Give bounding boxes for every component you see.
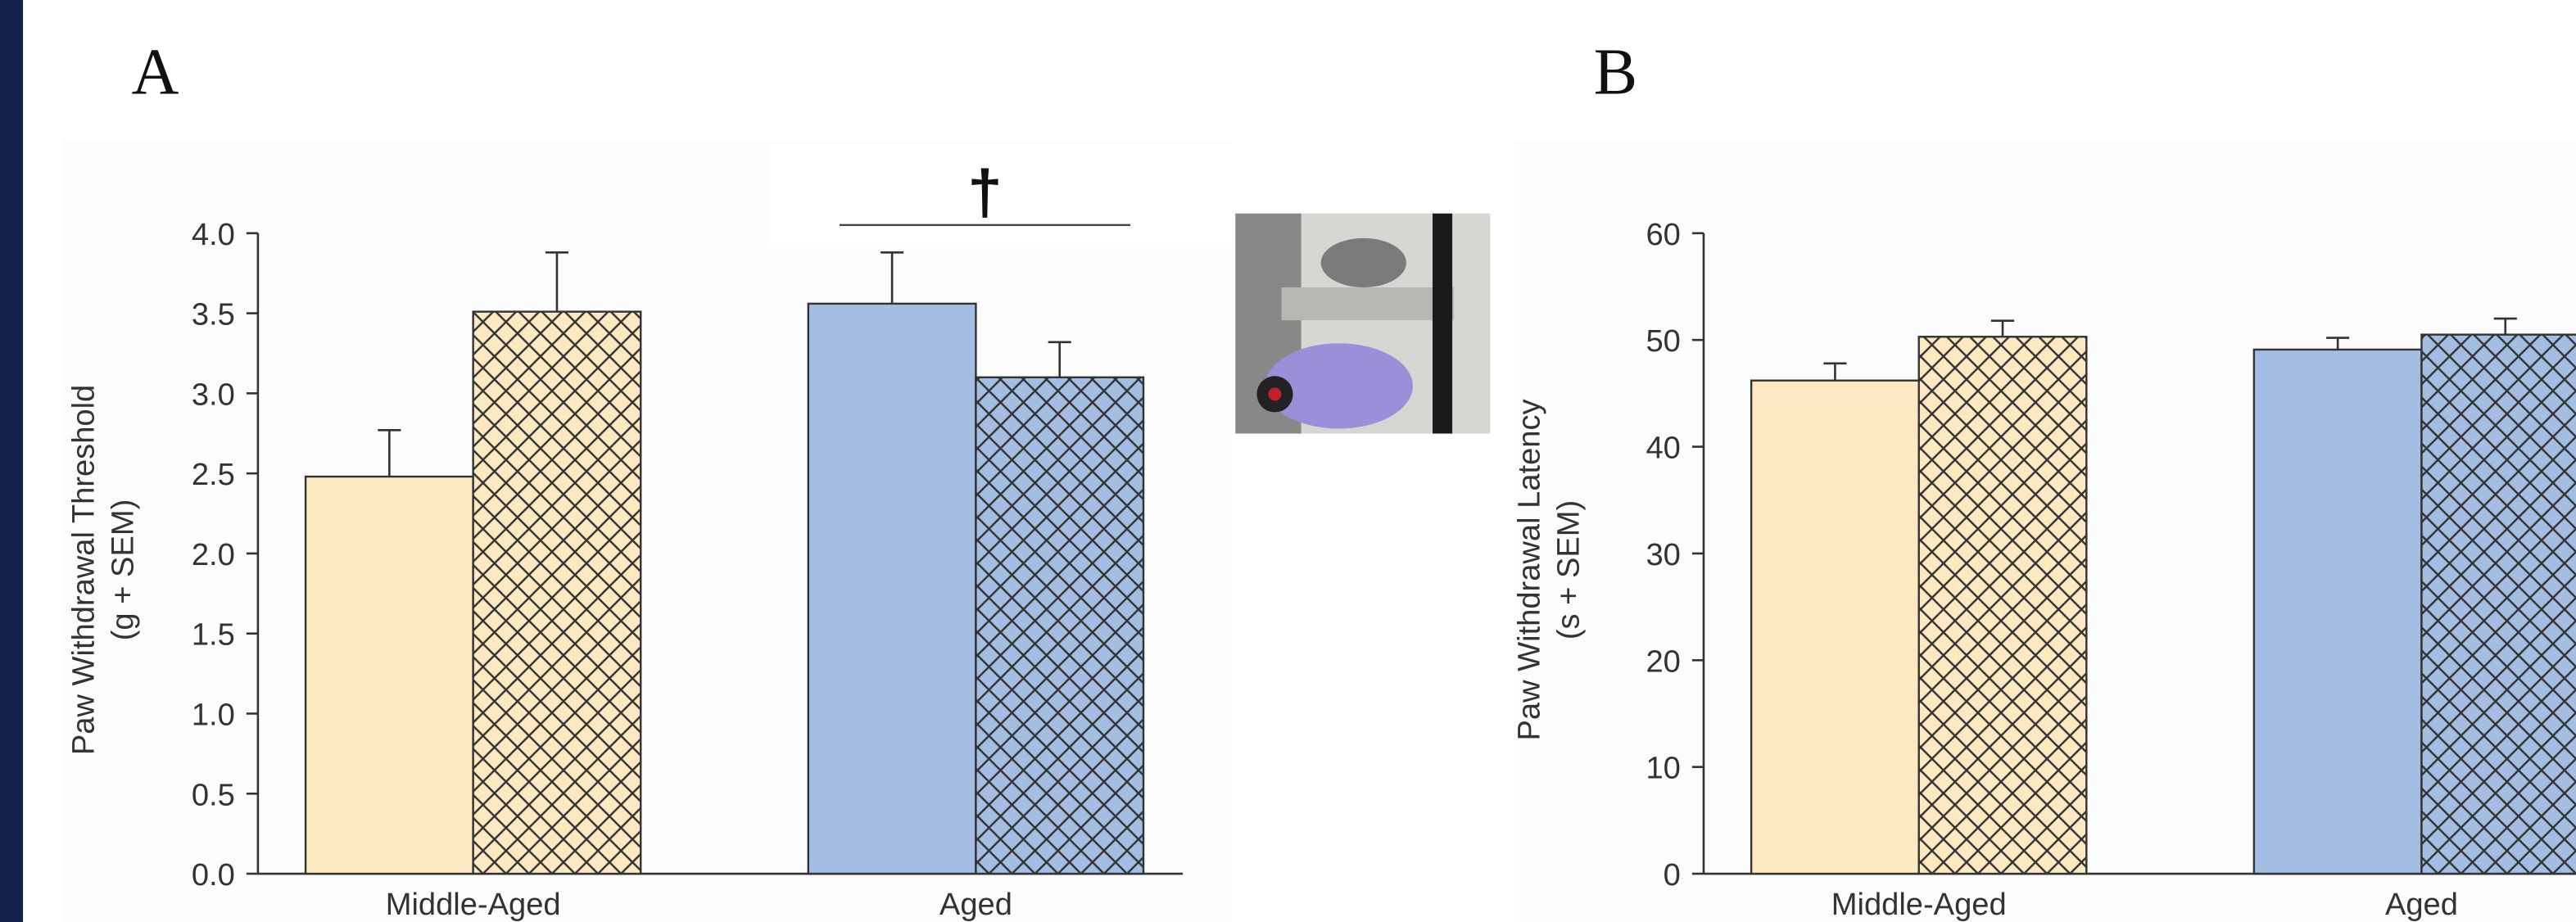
y-tick-label: 40 <box>1646 432 1680 466</box>
panel-label: A <box>131 36 179 108</box>
photo-mesh <box>1281 287 1455 321</box>
y-tick-label: 0.5 <box>192 778 235 812</box>
bar <box>975 376 1145 875</box>
y-tick-label: 1.0 <box>192 698 235 733</box>
side-strip <box>0 0 24 922</box>
y-tick-label: 20 <box>1646 644 1680 679</box>
photo-mouse <box>1320 237 1406 287</box>
y-tick-label: 0 <box>1664 858 1681 893</box>
y-tick-label: 30 <box>1646 538 1680 572</box>
bar <box>1917 336 2088 875</box>
x-tick-label: Aged <box>939 888 1012 922</box>
y-tick-label: 50 <box>1646 324 1680 359</box>
x-tick-label: Middle-Aged <box>1831 888 2007 922</box>
y-tick-label: 3.0 <box>192 377 235 412</box>
x-tick-label: Middle-Aged <box>386 888 561 922</box>
bar <box>2420 333 2576 875</box>
y-tick-label: 1.5 <box>192 618 235 653</box>
bar <box>472 310 642 875</box>
photo-rod <box>1433 213 1453 434</box>
y-tick-label: 4.0 <box>192 218 235 252</box>
bar <box>2252 348 2423 875</box>
annotation: † <box>967 158 1002 228</box>
y-tick-label: 60 <box>1646 218 1680 252</box>
y-tick-label: 0.0 <box>192 858 235 893</box>
y-axis-title: Paw Withdrawal Threshold <box>66 385 101 755</box>
photo-inset <box>1235 213 1491 434</box>
photo-tool-tip <box>1268 387 1282 401</box>
bar <box>807 302 977 875</box>
photo-glove <box>1265 343 1413 429</box>
annotation-box <box>768 144 1233 243</box>
y-axis-title: (s + SEM) <box>1552 500 1587 640</box>
bar <box>1750 379 1920 875</box>
x-tick-label: Aged <box>2385 888 2458 922</box>
panel-label: B <box>1594 36 1638 108</box>
y-tick-label: 10 <box>1646 752 1680 786</box>
y-tick-label: 2.0 <box>192 538 235 572</box>
y-tick-label: 3.5 <box>192 298 235 332</box>
bar <box>304 475 474 875</box>
y-tick-label: 2.5 <box>192 458 235 492</box>
y-axis-title: (g + SEM) <box>106 499 140 641</box>
y-axis-title: Paw Withdrawal Latency <box>1512 399 1546 740</box>
